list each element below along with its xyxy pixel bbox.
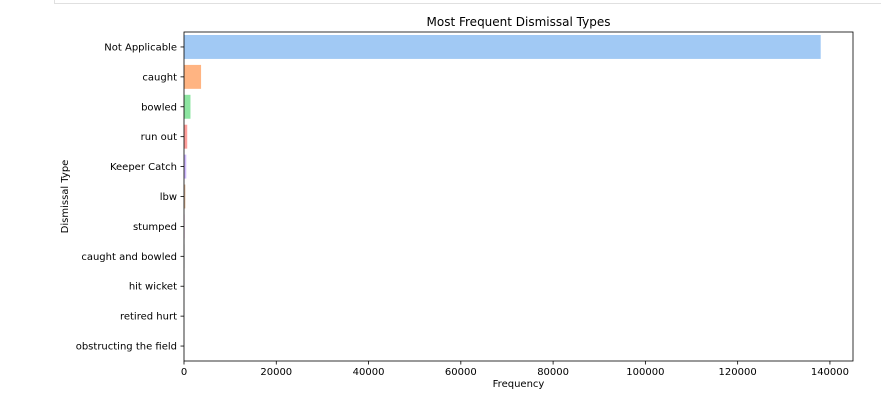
chart-title: Most Frequent Dismissal Types (427, 15, 611, 29)
x-tick-label: 140000 (811, 367, 849, 378)
x-tick-label: 80000 (537, 367, 569, 378)
plot-frame (183, 31, 854, 362)
bar-caught (184, 64, 202, 89)
y-tick-label: Not Applicable (104, 42, 177, 53)
y-tick-label: run out (141, 132, 177, 143)
y-tick-label: stumped (133, 222, 177, 233)
y-axis-label: Dismissal Type (60, 160, 71, 234)
y-tick-label: Keeper Catch (110, 162, 177, 173)
y-tick-label: obstructing the field (76, 342, 177, 353)
x-tick-label: 0 (181, 367, 187, 378)
x-tick-label: 120000 (719, 367, 757, 378)
x-tick-label: 40000 (353, 367, 385, 378)
bar-bowled (184, 94, 191, 119)
x-tick-label: 60000 (445, 367, 477, 378)
y-tick-label: lbw (160, 192, 177, 203)
x-tick-labels: 0 20000 40000 60000 80000 100000 120000 140000 (181, 361, 849, 378)
x-axis-label: Frequency (493, 379, 545, 390)
y-tick-label: bowled (141, 102, 177, 113)
y-tick-label: caught (142, 72, 177, 83)
bar-lbw (184, 184, 186, 209)
x-tick-label: 20000 (260, 367, 292, 378)
cell-output-top-border (54, 0, 881, 4)
y-tick-label: hit wicket (129, 282, 177, 293)
bars-group (184, 34, 821, 359)
bar-not-applicable (184, 34, 821, 59)
y-tick-label: retired hurt (120, 312, 177, 323)
x-tick-label: 100000 (626, 367, 664, 378)
y-tick-label: caught and bowled (81, 252, 177, 263)
y-tick-labels: Not Applicable caught bowled run out Keeper … (76, 42, 184, 353)
bar-keeper-catch (184, 154, 187, 179)
bar-run-out (184, 124, 188, 149)
